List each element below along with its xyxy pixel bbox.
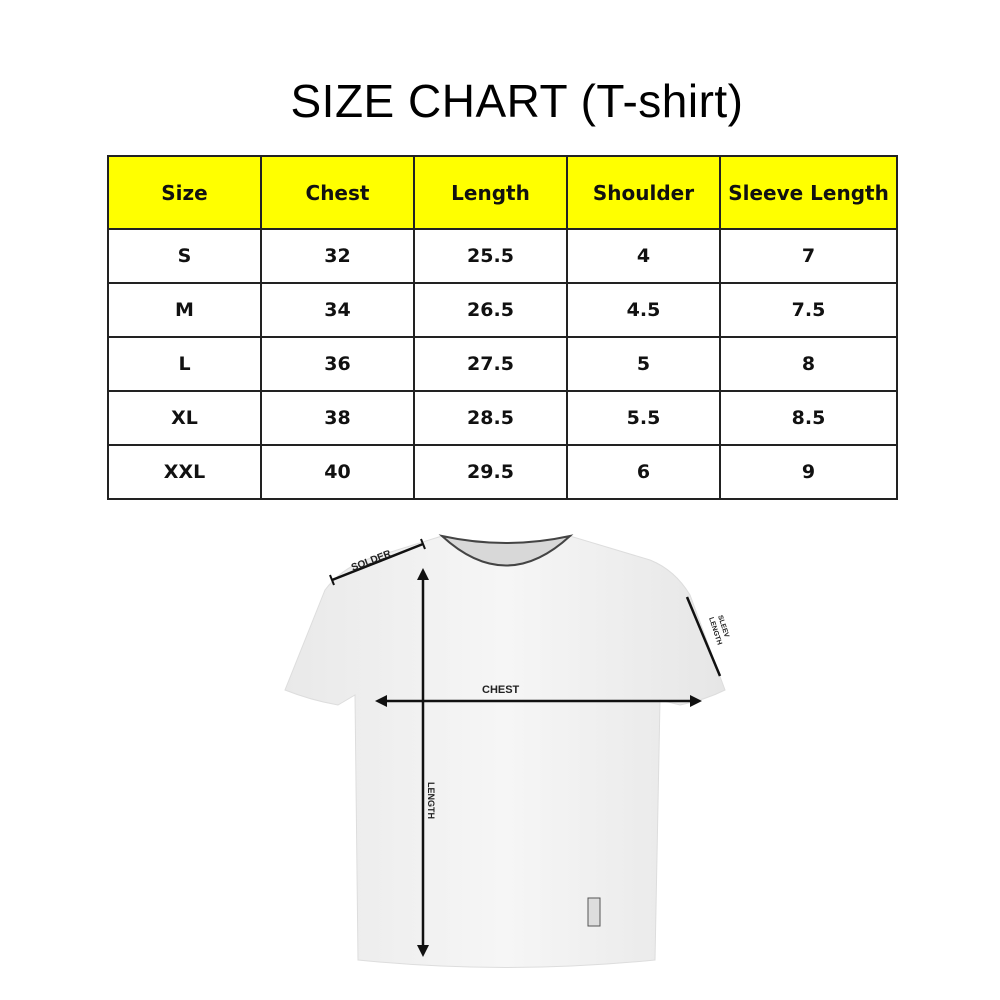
table-cell: 40 <box>260 444 415 500</box>
table-cell: 7.5 <box>719 282 898 338</box>
table-cell: 28.5 <box>413 390 568 446</box>
table-cell: 5.5 <box>566 390 721 446</box>
table-cell: 6 <box>566 444 721 500</box>
page-title: SIZE CHART (T-shirt) <box>290 75 744 127</box>
chest-label: CHEST <box>482 684 520 696</box>
table-cell: L <box>107 336 262 392</box>
size-table: Size Chest Length Shoulder Sleeve Length… <box>107 155 898 500</box>
table-cell: 5 <box>566 336 721 392</box>
table-header-row: Size Chest Length Shoulder Sleeve Length <box>107 155 898 230</box>
table-cell: 4.5 <box>566 282 721 338</box>
table-cell: 38 <box>260 390 415 446</box>
tag-icon <box>587 897 601 927</box>
column-header: Sleeve Length <box>719 155 898 230</box>
table-cell: 34 <box>260 282 415 338</box>
table-cell: 8 <box>719 336 898 392</box>
table-cell: 27.5 <box>413 336 568 392</box>
column-header: Size <box>107 155 262 230</box>
tshirt-body <box>284 535 726 968</box>
table-cell: M <box>107 282 262 338</box>
length-label: LENGTH <box>426 782 436 819</box>
table-cell: 7 <box>719 228 898 284</box>
table-cell: 26.5 <box>413 282 568 338</box>
table-row: L 36 27.5 5 8 <box>107 336 898 392</box>
table-cell: 25.5 <box>413 228 568 284</box>
table-cell: XL <box>107 390 262 446</box>
table-row: S 32 25.5 4 7 <box>107 228 898 284</box>
collar <box>438 534 574 567</box>
table-cell: 32 <box>260 228 415 284</box>
table-cell: 29.5 <box>413 444 568 500</box>
table-row: XXL 40 29.5 6 9 <box>107 444 898 500</box>
table-row: M 34 26.5 4.5 7.5 <box>107 282 898 338</box>
table-row: XL 38 28.5 5.5 8.5 <box>107 390 898 446</box>
table-cell: XXL <box>107 444 262 500</box>
tshirt-diagram: SOLDER CHEST LENGTH SLEEV LENGTH <box>284 534 730 968</box>
table-cell: 9 <box>719 444 898 500</box>
column-header: Shoulder <box>566 155 721 230</box>
column-header: Length <box>413 155 568 230</box>
table-cell: 36 <box>260 336 415 392</box>
table-cell: S <box>107 228 262 284</box>
table-cell: 8.5 <box>719 390 898 446</box>
table-cell: 4 <box>566 228 721 284</box>
column-header: Chest <box>260 155 415 230</box>
